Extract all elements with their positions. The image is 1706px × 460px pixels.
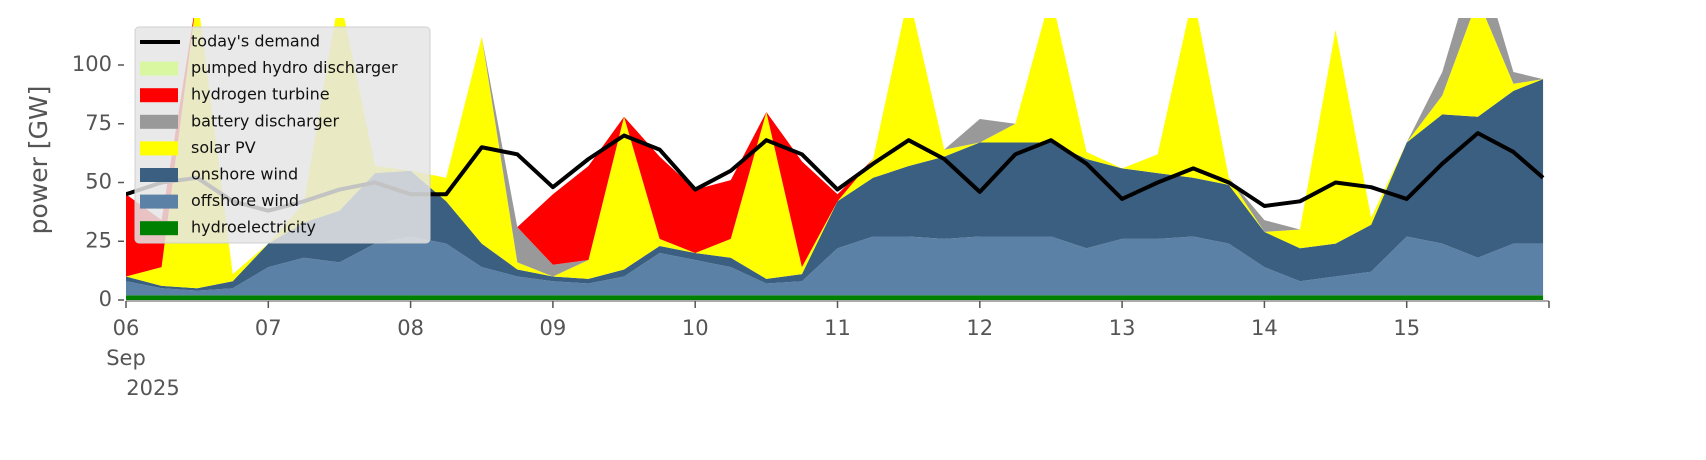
- area: [126, 236, 1544, 296]
- area: [126, 18, 1544, 289]
- legend-label: pumped hydro discharger: [191, 58, 398, 77]
- y-axis-label: power [GW]: [24, 86, 53, 235]
- legend-swatch: [140, 114, 178, 129]
- legend-label: hydrogen turbine: [191, 85, 330, 104]
- legend-label: offshore wind: [191, 191, 299, 210]
- x-tick-label: 08: [397, 316, 424, 340]
- legend-swatch: [140, 168, 178, 182]
- legend-swatch: [140, 61, 178, 76]
- y-tick-label: 50: [85, 170, 112, 194]
- legend-swatch: [140, 194, 178, 209]
- x-tick-label: 09: [540, 316, 567, 340]
- legend: today's demand pumped hydro discharger hyd…: [134, 26, 431, 244]
- legend-swatch: [140, 221, 178, 236]
- x-tick-label: 11: [824, 316, 851, 340]
- area: [126, 295, 1544, 300]
- legend-label: solar PV: [191, 138, 256, 157]
- x-tick-label: 06: [113, 316, 140, 340]
- x-tick-label: 14: [1251, 316, 1278, 340]
- axes: 0 25 50 75 100 06 Sep 2025 07 08 09 10 11 12 13 14 15: [72, 52, 1550, 400]
- legend-label: today's demand: [191, 32, 320, 51]
- y-tick-label: 25: [85, 228, 112, 252]
- legend-box: [134, 26, 431, 244]
- legend-label: battery discharger: [191, 111, 339, 130]
- y-tick-label: 0: [99, 287, 112, 311]
- legend-label: hydroelectricity: [191, 218, 316, 237]
- x-tick-label: 15: [1393, 316, 1420, 340]
- legend-label: onshore wind: [191, 165, 298, 184]
- y-tick-label: 75: [85, 111, 112, 135]
- x-tick-label: 13: [1109, 316, 1136, 340]
- legend-swatch: [140, 141, 178, 156]
- y-tick-label: 100: [72, 52, 112, 76]
- x-tick-sublabel: Sep: [106, 346, 146, 370]
- x-tick-label: 10: [682, 316, 709, 340]
- x-tick-label: 12: [966, 316, 993, 340]
- legend-swatch: [140, 88, 178, 103]
- x-tick-label: 07: [255, 316, 282, 340]
- x-tick-sublabel: 2025: [126, 376, 179, 400]
